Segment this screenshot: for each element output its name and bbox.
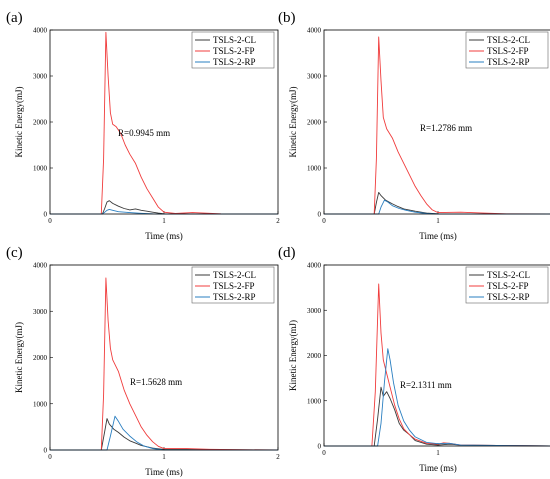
legend-label: TSLS-2-CL xyxy=(487,35,530,45)
x-tick-label: 1 xyxy=(436,449,440,457)
x-tick-label: 1 xyxy=(162,453,166,461)
x-tick-label: 1 xyxy=(162,217,166,225)
y-tick-label: 2000 xyxy=(307,352,322,360)
series-line-cl xyxy=(324,386,550,447)
y-tick-label: 2000 xyxy=(307,119,322,127)
y-tick-label: 0 xyxy=(318,443,322,451)
plot-frame xyxy=(49,29,279,215)
radius-annotation: R=1.5628 mm xyxy=(130,377,182,387)
y-tick-label: 2000 xyxy=(33,354,48,362)
plot-frame xyxy=(323,264,550,447)
plot-frame xyxy=(49,264,279,451)
x-tick-label: 1 xyxy=(436,217,440,225)
series-line-rp xyxy=(324,199,550,215)
legend-label: TSLS-2-RP xyxy=(213,292,256,302)
panel-label: (d) xyxy=(278,245,296,261)
y-tick-label: 3000 xyxy=(33,73,48,81)
legend-label: TSLS-2-CL xyxy=(213,35,256,45)
y-tick-label: 0 xyxy=(44,447,48,455)
radius-annotation: R=0.9945 mm xyxy=(118,128,170,138)
y-tick-label: 4000 xyxy=(33,262,48,270)
radius-annotation: R=1.2786 mm xyxy=(420,123,472,133)
legend-label: TSLS-2-FP xyxy=(213,281,255,291)
y-tick-label: 2000 xyxy=(33,119,48,127)
legend-label: TSLS-2-FP xyxy=(213,46,255,56)
y-tick-label: 4000 xyxy=(33,27,48,35)
x-axis-title: Time (ms) xyxy=(419,463,456,473)
y-tick-label: 1000 xyxy=(33,165,48,173)
y-tick-label: 4000 xyxy=(307,27,322,35)
y-tick-label: 4000 xyxy=(307,262,322,270)
series-line-fp xyxy=(324,36,550,215)
y-axis-title: Kinetic Energy(mJ) xyxy=(14,322,24,393)
x-tick-label: 0 xyxy=(322,217,326,225)
chart-panel-3: (c) 0 1000 2000 3000 4000 0 1 2 Time (ms) Kinetic … xyxy=(6,245,280,477)
series-line-cl xyxy=(50,418,279,451)
y-tick-label: 0 xyxy=(318,211,322,219)
y-axis-title: Kinetic Energy(mJ) xyxy=(14,86,24,157)
y-axis-title: Kinetic Energy(mJ) xyxy=(288,86,298,157)
x-tick-label: 2 xyxy=(276,217,280,225)
legend-label: TSLS-2-RP xyxy=(487,57,530,67)
chart-panel-2: (b) 0 1000 2000 3000 4000 0 1 2 Time (ms) Kinetic … xyxy=(278,10,550,241)
x-tick-label: 0 xyxy=(48,453,52,461)
panel-label: (b) xyxy=(278,10,296,26)
panel-label: (a) xyxy=(6,10,23,26)
x-tick-label: 0 xyxy=(322,449,326,457)
x-tick-label: 0 xyxy=(48,217,52,225)
x-axis-title: Time (ms) xyxy=(145,231,182,241)
series-line-fp xyxy=(50,31,279,215)
legend-label: TSLS-2-FP xyxy=(487,281,529,291)
legend-label: TSLS-2-RP xyxy=(487,292,530,302)
x-axis-title: Time (ms) xyxy=(145,467,182,477)
plot-frame xyxy=(323,29,550,215)
y-tick-label: 3000 xyxy=(307,307,322,315)
y-axis-title: Kinetic Energy(mJ) xyxy=(288,320,298,391)
y-tick-label: 1000 xyxy=(307,165,322,173)
series-line-rp xyxy=(50,415,278,451)
series-line-cl xyxy=(324,191,550,215)
y-tick-label: 3000 xyxy=(33,308,48,316)
x-tick-label: 2 xyxy=(276,453,280,461)
panel-label: (c) xyxy=(6,245,23,261)
series-line-cl xyxy=(50,200,278,215)
series-line-rp xyxy=(324,348,550,447)
y-tick-label: 3000 xyxy=(307,73,322,81)
x-axis-title: Time (ms) xyxy=(419,231,456,241)
series-line-fp xyxy=(50,277,279,451)
radius-annotation: R=2.1311 mm xyxy=(400,380,452,390)
y-tick-label: 1000 xyxy=(307,397,322,405)
legend-label: TSLS-2-CL xyxy=(487,270,530,280)
legend-label: TSLS-2-CL xyxy=(213,270,256,280)
y-tick-label: 0 xyxy=(44,211,48,219)
legend-label: TSLS-2-RP xyxy=(213,57,256,67)
chart-panel-4: (d) 0 1000 2000 3000 4000 0 1 2 Time (ms) Kinetic … xyxy=(278,245,550,473)
series-line-fp xyxy=(324,283,550,447)
chart-panel-1: (a) 0 1000 2000 3000 4000 0 1 2 Time (ms) Kinetic … xyxy=(6,10,280,241)
y-tick-label: 1000 xyxy=(33,400,48,408)
legend-label: TSLS-2-FP xyxy=(487,46,529,56)
